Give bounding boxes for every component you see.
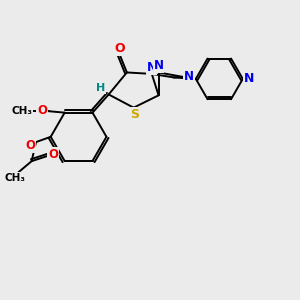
Text: O: O [37, 104, 47, 117]
Text: S: S [130, 108, 139, 121]
Text: N: N [147, 61, 157, 74]
Text: O: O [48, 148, 58, 161]
Text: O: O [114, 43, 125, 56]
Text: N: N [184, 70, 194, 83]
Text: CH₃: CH₃ [12, 106, 33, 116]
Text: N: N [244, 72, 254, 86]
Text: N: N [154, 59, 164, 73]
Text: H: H [96, 83, 105, 93]
Text: O: O [26, 139, 36, 152]
Text: CH₃: CH₃ [4, 172, 26, 183]
